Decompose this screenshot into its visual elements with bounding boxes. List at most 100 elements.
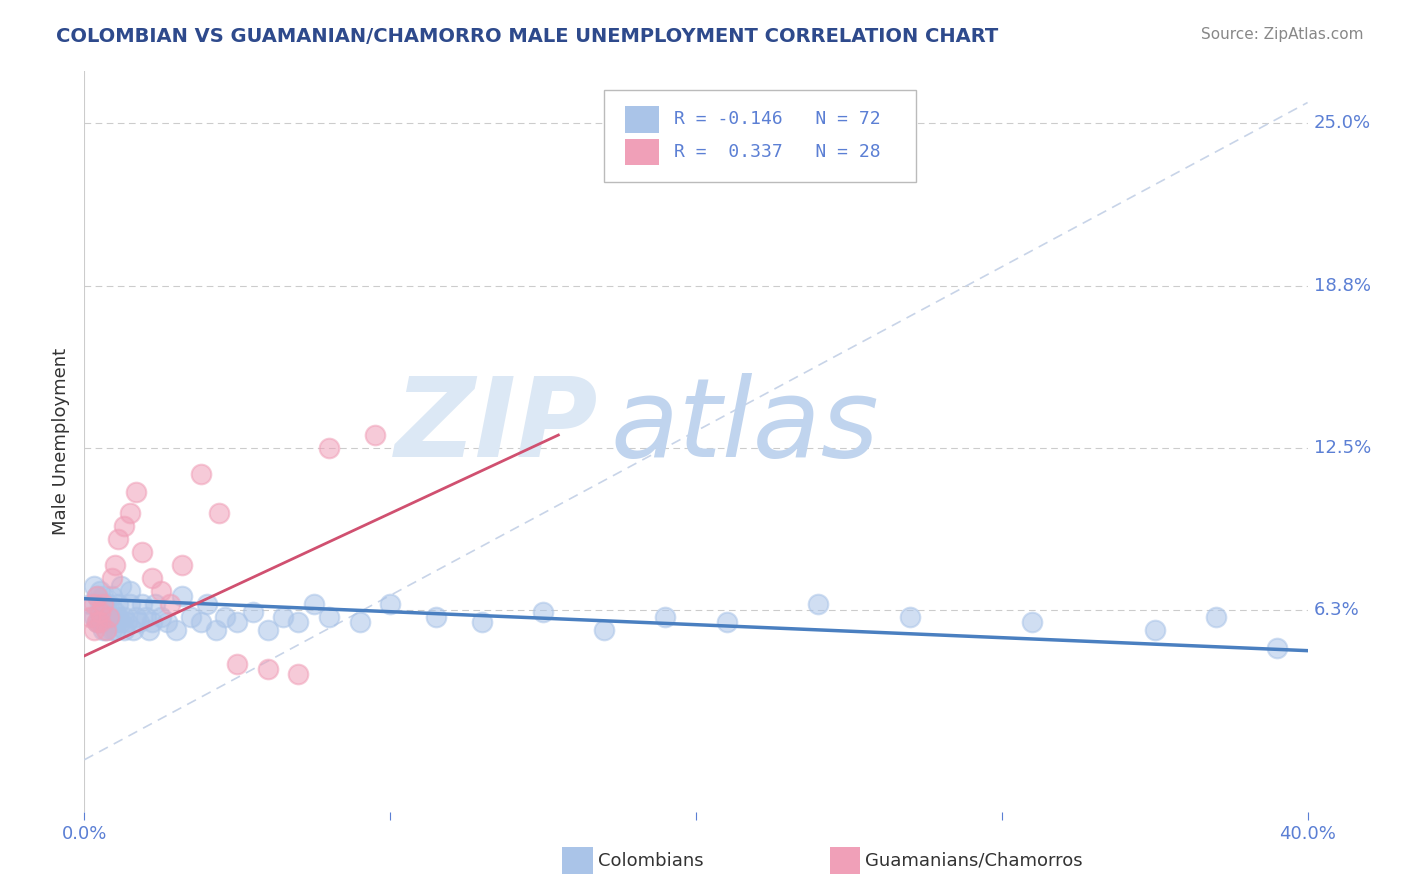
Point bbox=[716, 615, 738, 629]
Point bbox=[242, 605, 264, 619]
Text: R =  0.337   N = 28: R = 0.337 N = 28 bbox=[673, 143, 880, 161]
Point bbox=[593, 623, 616, 637]
Point bbox=[1143, 623, 1166, 637]
Point bbox=[94, 605, 117, 619]
Point bbox=[195, 597, 218, 611]
Point bbox=[149, 583, 172, 598]
Point bbox=[97, 615, 120, 629]
Point bbox=[318, 441, 340, 455]
Point bbox=[94, 597, 117, 611]
Point bbox=[172, 558, 194, 572]
Point bbox=[97, 610, 120, 624]
Point bbox=[318, 610, 340, 624]
Point bbox=[91, 623, 114, 637]
Point bbox=[91, 610, 114, 624]
Point bbox=[86, 589, 108, 603]
Point bbox=[208, 506, 231, 520]
Point bbox=[86, 589, 108, 603]
Point bbox=[141, 571, 163, 585]
Point bbox=[898, 610, 921, 624]
Point bbox=[79, 610, 101, 624]
Point bbox=[120, 583, 142, 598]
Point bbox=[89, 615, 111, 629]
Point bbox=[214, 610, 236, 624]
Point bbox=[83, 579, 105, 593]
Text: 18.8%: 18.8% bbox=[1313, 277, 1371, 294]
Point bbox=[94, 623, 117, 637]
Text: 25.0%: 25.0% bbox=[1313, 114, 1371, 132]
Point bbox=[149, 610, 172, 624]
Point bbox=[1021, 615, 1043, 629]
Point bbox=[257, 662, 280, 676]
Point bbox=[1265, 641, 1288, 656]
Point bbox=[531, 605, 554, 619]
Point bbox=[89, 615, 111, 629]
Point bbox=[97, 597, 120, 611]
Text: Source: ZipAtlas.com: Source: ZipAtlas.com bbox=[1201, 27, 1364, 42]
Point bbox=[112, 519, 135, 533]
Point bbox=[156, 615, 179, 629]
Point bbox=[101, 589, 124, 603]
Point bbox=[91, 597, 114, 611]
Point bbox=[110, 615, 132, 629]
Point bbox=[91, 589, 114, 603]
Point bbox=[94, 615, 117, 629]
Point bbox=[807, 597, 830, 611]
Text: atlas: atlas bbox=[610, 373, 879, 480]
Point bbox=[180, 610, 202, 624]
Text: Guamanians/Chamorros: Guamanians/Chamorros bbox=[865, 852, 1083, 870]
Point bbox=[94, 623, 117, 637]
Point bbox=[125, 485, 148, 500]
Point bbox=[226, 615, 249, 629]
Point bbox=[271, 610, 294, 624]
Point bbox=[79, 597, 101, 611]
Point bbox=[190, 467, 212, 481]
Point bbox=[104, 623, 127, 637]
Point bbox=[1205, 610, 1227, 624]
Point bbox=[86, 615, 108, 629]
Point bbox=[83, 610, 105, 624]
Point bbox=[287, 667, 309, 681]
Point bbox=[138, 623, 160, 637]
Bar bbox=[626, 106, 659, 133]
Text: Colombians: Colombians bbox=[598, 852, 703, 870]
Point bbox=[172, 589, 194, 603]
Point bbox=[101, 610, 124, 624]
Point bbox=[159, 597, 181, 611]
Point bbox=[135, 610, 157, 624]
Point bbox=[112, 623, 135, 637]
Point bbox=[302, 597, 325, 611]
Text: ZIP: ZIP bbox=[395, 373, 598, 480]
Point bbox=[131, 545, 153, 559]
Point bbox=[107, 532, 129, 546]
Point bbox=[205, 623, 228, 637]
Point bbox=[122, 623, 145, 637]
Point bbox=[120, 506, 142, 520]
Point bbox=[226, 657, 249, 671]
Point bbox=[190, 615, 212, 629]
Point bbox=[654, 610, 676, 624]
Point bbox=[471, 615, 494, 629]
Point bbox=[110, 579, 132, 593]
Point bbox=[380, 597, 402, 611]
Point bbox=[89, 583, 111, 598]
Point bbox=[120, 597, 142, 611]
Point bbox=[104, 615, 127, 629]
Point bbox=[83, 597, 105, 611]
Point bbox=[104, 605, 127, 619]
Text: 6.3%: 6.3% bbox=[1313, 601, 1360, 619]
Point bbox=[115, 615, 138, 629]
Point bbox=[89, 597, 111, 611]
Point bbox=[425, 610, 447, 624]
Point bbox=[83, 623, 105, 637]
Point bbox=[165, 623, 187, 637]
Point bbox=[107, 597, 129, 611]
Text: COLOMBIAN VS GUAMANIAN/CHAMORRO MALE UNEMPLOYMENT CORRELATION CHART: COLOMBIAN VS GUAMANIAN/CHAMORRO MALE UNE… bbox=[56, 27, 998, 45]
Point bbox=[89, 605, 111, 619]
Bar bbox=[626, 139, 659, 165]
Point bbox=[112, 610, 135, 624]
Point bbox=[107, 610, 129, 624]
Point bbox=[97, 610, 120, 624]
FancyBboxPatch shape bbox=[605, 90, 917, 183]
Point bbox=[86, 615, 108, 629]
